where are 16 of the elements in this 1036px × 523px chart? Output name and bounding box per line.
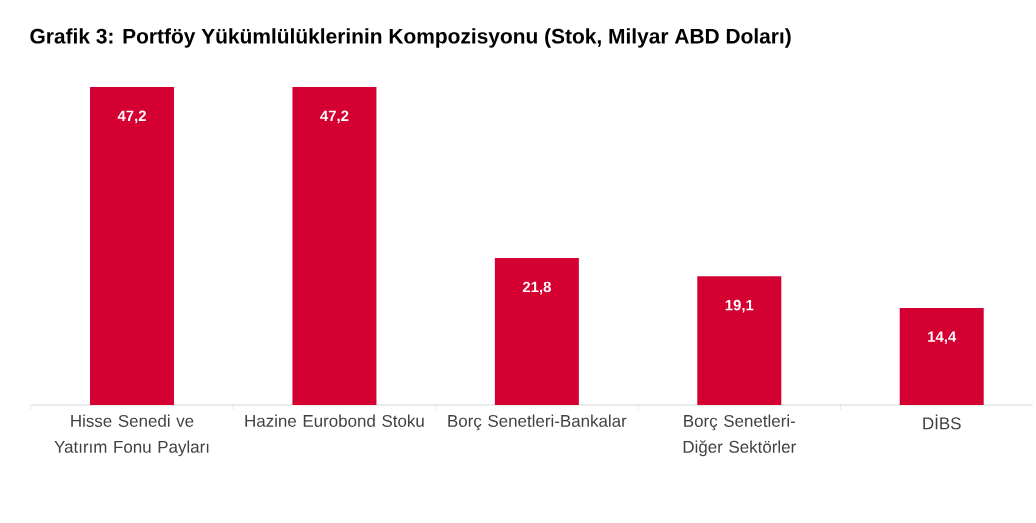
x-tick-label: Borç Senetleri-Diğer Sektörler — [683, 414, 796, 457]
data-label: 19,1 — [725, 299, 754, 313]
x-tick-label: Borç Senetleri-Bankalar — [448, 414, 627, 431]
data-label: 47,2 — [117, 110, 146, 124]
bar — [292, 86, 377, 405]
bar — [899, 307, 984, 405]
bar — [494, 258, 579, 405]
x-tick-label: Hisse Senedi ve Yatırım Fonu Payları — [54, 414, 209, 457]
chart-title: Grafik 3: Portföy Yükümlülüklerinin Kompozisyonu (Stok, Milyar ABD Doları) — [30, 28, 791, 48]
x-tick-label: DİBS — [923, 414, 961, 430]
data-label: 21,8 — [522, 281, 551, 295]
bar — [90, 86, 175, 405]
bar — [697, 276, 782, 405]
data-label: 47,2 — [320, 110, 349, 124]
x-tick-label: Hazine Eurobond Stoku — [245, 414, 424, 427]
data-label: 14,4 — [928, 331, 957, 345]
